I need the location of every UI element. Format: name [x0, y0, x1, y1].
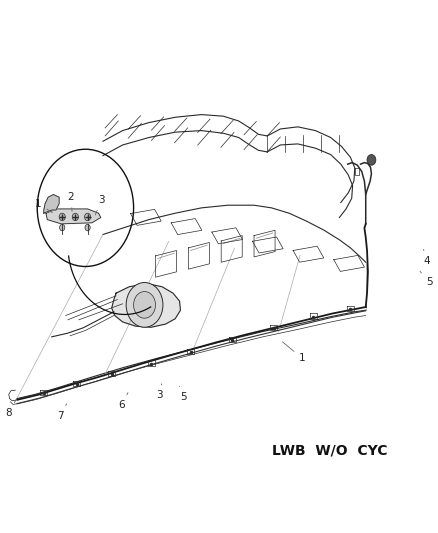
Text: 4: 4 [424, 249, 431, 266]
Polygon shape [112, 284, 180, 327]
Text: 2: 2 [67, 192, 74, 212]
Circle shape [134, 292, 155, 318]
Text: 3: 3 [156, 384, 163, 400]
Circle shape [85, 224, 90, 231]
Circle shape [72, 213, 78, 221]
Text: 1: 1 [35, 199, 53, 213]
Text: 5: 5 [180, 386, 187, 402]
Text: LWB  W/O  CYC: LWB W/O CYC [272, 443, 387, 457]
Circle shape [126, 282, 163, 327]
Circle shape [60, 224, 65, 231]
Text: 3: 3 [95, 195, 105, 215]
Circle shape [59, 213, 65, 221]
Polygon shape [44, 195, 59, 213]
Text: 5: 5 [420, 271, 433, 287]
Circle shape [85, 213, 91, 221]
Text: 6: 6 [118, 393, 128, 410]
Text: 8: 8 [5, 400, 16, 418]
Circle shape [367, 155, 376, 165]
Polygon shape [46, 209, 101, 224]
Text: 7: 7 [57, 404, 67, 421]
Text: 1: 1 [283, 342, 306, 363]
